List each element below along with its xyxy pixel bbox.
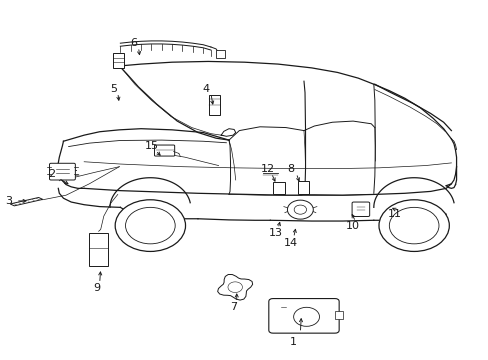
Text: 12: 12	[260, 163, 274, 174]
Bar	[89, 233, 108, 266]
Circle shape	[125, 207, 175, 244]
Text: 6: 6	[129, 38, 137, 48]
Text: 1: 1	[289, 337, 297, 347]
Text: 14: 14	[284, 238, 298, 248]
Text: 15: 15	[144, 141, 158, 151]
Text: 10: 10	[346, 221, 359, 231]
Circle shape	[287, 200, 313, 219]
Circle shape	[388, 207, 438, 244]
Polygon shape	[10, 198, 42, 206]
FancyBboxPatch shape	[209, 95, 219, 114]
Text: 8: 8	[287, 163, 294, 174]
Polygon shape	[227, 282, 242, 292]
Text: 11: 11	[386, 209, 401, 219]
FancyBboxPatch shape	[351, 202, 369, 216]
Circle shape	[378, 200, 448, 251]
Text: 5: 5	[110, 84, 117, 94]
Text: 13: 13	[268, 228, 282, 238]
FancyBboxPatch shape	[113, 53, 124, 68]
Text: 4: 4	[202, 84, 209, 94]
FancyBboxPatch shape	[297, 181, 308, 194]
Text: 2: 2	[48, 169, 56, 179]
Polygon shape	[217, 274, 252, 300]
Circle shape	[115, 200, 185, 251]
Circle shape	[293, 307, 319, 326]
FancyBboxPatch shape	[49, 163, 75, 180]
Text: 7: 7	[230, 302, 237, 312]
Bar	[334, 311, 342, 319]
Text: 9: 9	[93, 283, 101, 293]
FancyBboxPatch shape	[273, 181, 285, 194]
FancyBboxPatch shape	[268, 298, 339, 333]
Circle shape	[294, 205, 306, 214]
FancyBboxPatch shape	[154, 145, 174, 156]
Bar	[216, 50, 225, 58]
Text: 3: 3	[6, 196, 13, 206]
